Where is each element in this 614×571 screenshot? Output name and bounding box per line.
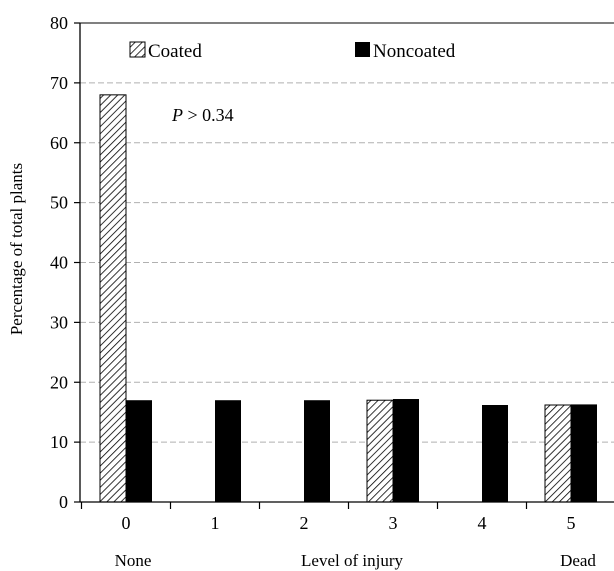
p-value-text: > 0.34 (183, 105, 234, 125)
y-tick-label: 60 (50, 133, 68, 153)
y-tick-label: 30 (50, 312, 68, 332)
x-tick-label: 0 (122, 513, 131, 533)
x-axis-label: Level of injury (301, 551, 403, 570)
x-tick-sublabel: Dead (560, 551, 596, 570)
bar-coated-0 (99, 94, 127, 503)
y-axis-label: Percentage of total plants (7, 163, 26, 335)
y-tick-label: 80 (50, 13, 68, 33)
grid-lines (80, 82, 614, 443)
axes (74, 22, 614, 509)
y-tick-label: 40 (50, 253, 68, 273)
bar-noncoated-0 (126, 400, 152, 502)
legend-label-coated: Coated (148, 41, 202, 62)
p-value-symbol: P (171, 105, 183, 125)
y-tick-label: 10 (50, 432, 68, 452)
bar-noncoated-5 (571, 404, 597, 502)
x-tick-labels: 0 None 1 2 3 4 5 Dead (115, 513, 597, 570)
y-tick-labels: 0 10 20 30 40 50 60 70 80 (50, 13, 68, 512)
bar-noncoated-3 (393, 399, 419, 502)
x-tick-sublabel: None (115, 551, 152, 570)
bar-noncoated-1 (215, 400, 241, 502)
x-tick-label: 4 (478, 513, 487, 533)
x-tick-label: 5 (567, 513, 576, 533)
bar-noncoated-2 (304, 400, 330, 502)
y-tick-label: 50 (50, 193, 68, 213)
legend: Coated Noncoated (129, 41, 456, 62)
bar-noncoated-4 (482, 405, 508, 502)
x-tick-label: 3 (389, 513, 398, 533)
p-value-annotation: P > 0.34 (171, 105, 234, 125)
legend-label-noncoated: Noncoated (373, 41, 456, 62)
y-tick-label: 70 (50, 73, 68, 93)
legend-swatch-noncoated (355, 42, 370, 57)
bar-coated-3 (366, 399, 394, 503)
x-tick-label: 2 (300, 513, 309, 533)
x-tick-label: 1 (211, 513, 220, 533)
y-tick-label: 20 (50, 372, 68, 392)
y-tick-label: 0 (59, 492, 68, 512)
bars (99, 94, 597, 503)
legend-swatch-coated (129, 41, 146, 58)
bar-coated-5 (544, 404, 572, 503)
